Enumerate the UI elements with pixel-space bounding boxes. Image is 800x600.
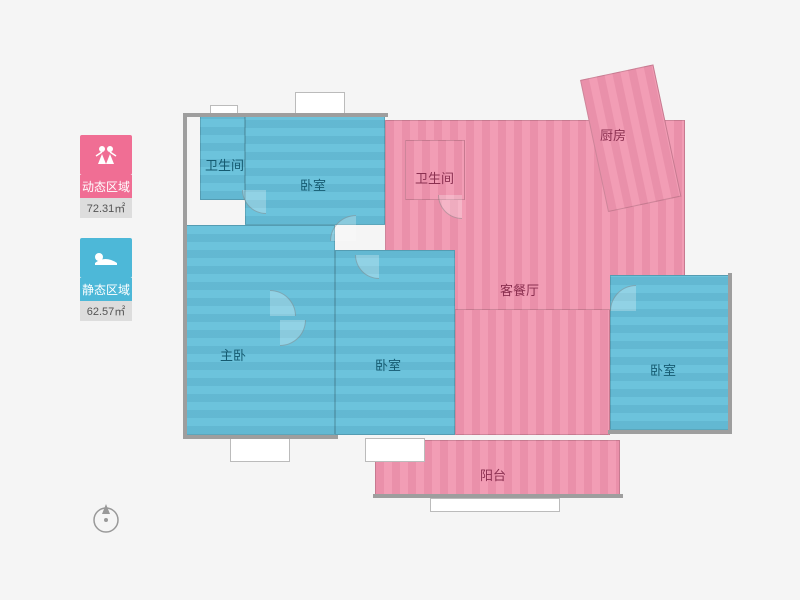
legend-dynamic: 动态区域 72.31㎡ <box>80 135 132 218</box>
legend-dynamic-label: 动态区域 <box>80 175 132 198</box>
legend: 动态区域 72.31㎡ 静态区域 62.57㎡ <box>80 135 132 341</box>
people-icon <box>80 135 132 175</box>
wall-seg-5 <box>373 494 623 498</box>
compass-icon <box>88 500 124 536</box>
wall-seg-3 <box>728 273 732 433</box>
legend-static-value: 62.57㎡ <box>80 301 132 321</box>
window-2 <box>230 438 290 462</box>
legend-static: 静态区域 62.57㎡ <box>80 238 132 321</box>
window-4 <box>430 498 560 512</box>
legend-static-label: 静态区域 <box>80 278 132 301</box>
sleep-icon <box>80 238 132 278</box>
wall-seg-0 <box>183 113 187 438</box>
wall-seg-1 <box>183 113 388 117</box>
window-1 <box>295 92 345 114</box>
room-bedroom-3-top <box>245 115 385 225</box>
room-bathroom-2 <box>405 140 465 200</box>
window-3 <box>365 438 425 462</box>
room-master-bedroom <box>185 225 335 435</box>
legend-dynamic-value: 72.31㎡ <box>80 198 132 218</box>
wall-seg-4 <box>608 430 732 434</box>
wall-seg-2 <box>183 435 338 439</box>
room-bedroom-2 <box>335 250 455 435</box>
room-bathroom-1 <box>200 115 245 200</box>
floor-plan: 客餐厅厨房卫生间卧室卫生间主卧卧室卧室阳台 <box>180 60 740 540</box>
